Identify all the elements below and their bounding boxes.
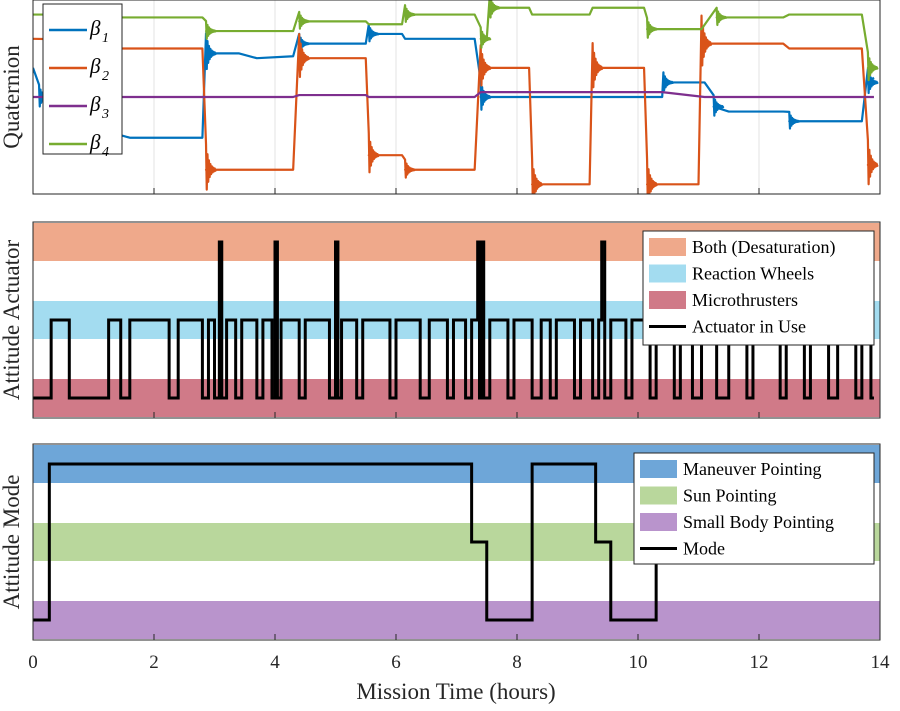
legend-swatch-maneuver-pointing: [640, 460, 677, 478]
legend-label-both-desaturation-: Both (Desaturation): [692, 237, 835, 258]
x-tick-label-4: 4: [270, 652, 280, 673]
legend-label-reaction-wheels: Reaction Wheels: [692, 264, 814, 284]
quaternion-panel: Quaternion β 1β 2β 3β 4: [0, 0, 881, 195]
legend-label-mode: Mode: [683, 539, 725, 559]
legend-label-β4: β: [89, 130, 101, 154]
x-tick-label-0: 0: [28, 652, 38, 673]
legend-swatch-reaction-wheels: [649, 264, 686, 283]
legend-swatch-sun-pointing: [640, 486, 677, 505]
actuator-series: [33, 240, 874, 400]
x-tick-label-10: 10: [629, 652, 648, 673]
quaternion-legend: β 1β 2β 3β 4: [42, 3, 123, 160]
x-tick-label-6: 6: [391, 652, 401, 673]
legend-swatch-microthrusters: [649, 291, 686, 309]
legend-label-β1: β: [89, 16, 101, 40]
x-axis-ticks: 0 2 4 6 8 10 12 14: [28, 188, 890, 673]
x-tick-label-8: 8: [512, 652, 522, 673]
mode-ylabel: Attitude Mode: [0, 475, 24, 610]
actuator-ylabel: Attitude Actuator: [0, 239, 24, 400]
quaternion-ylabel: Quaternion: [0, 45, 24, 149]
actuator-panel: Attitude Actuator Both (Desaturation) Rea…: [0, 221, 881, 419]
legend-subscript-β2: 2: [102, 69, 109, 84]
legend-label-β2: β: [89, 54, 101, 78]
mode-panel: Attitude Mode Maneuver Pointing Sun Point…: [0, 188, 890, 704]
series-line-β3: [33, 91, 874, 99]
x-tick-label-14: 14: [871, 652, 891, 673]
legend-subscript-β4: 4: [102, 145, 109, 160]
legend-label-sun-pointing: Sun Pointing: [683, 486, 777, 506]
series-line-β4: [33, 0, 879, 82]
legend-label-microthrusters: Microthrusters: [692, 290, 798, 310]
mode-legend: Maneuver Pointing Sun Pointing Small Body …: [633, 452, 875, 565]
series-line-β2: [33, 14, 879, 194]
legend-subscript-β3: 3: [101, 107, 109, 122]
series-line-actuator-in-use: [33, 240, 874, 400]
legend-label-actuator-in-use: Actuator in Use: [692, 317, 806, 337]
legend-swatch-both-desaturation-: [649, 238, 686, 256]
mode-series: [33, 462, 874, 622]
x-tick-label-12: 12: [750, 652, 769, 673]
legend-label-maneuver-pointing: Maneuver Pointing: [683, 459, 821, 479]
legend-swatch-small-body-pointing: [640, 513, 677, 531]
series-line-mode: [33, 462, 874, 622]
band-small-body-pointing: [33, 601, 880, 639]
x-tick-label-2: 2: [149, 652, 159, 673]
actuator-legend: Both (Desaturation) Reaction Wheels Microt…: [642, 230, 875, 346]
x-axis-label: Mission Time (hours): [356, 679, 555, 704]
legend-subscript-β1: 1: [102, 31, 109, 46]
legend-label-small-body-pointing: Small Body Pointing: [683, 512, 834, 532]
legend-label-β3: β: [89, 92, 101, 116]
